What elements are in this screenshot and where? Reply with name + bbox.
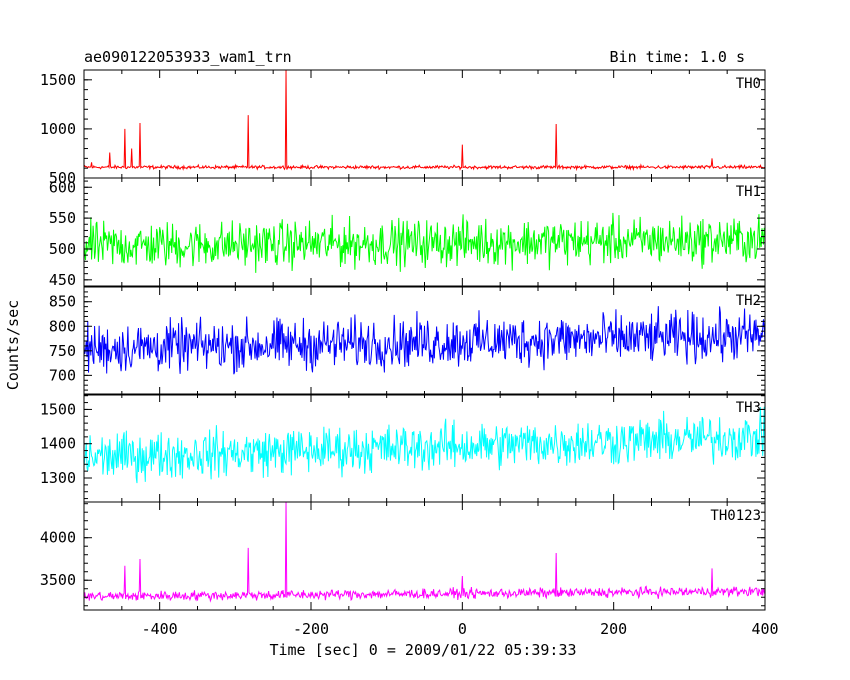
x-tick-label: 400 [751,620,778,638]
x-tick-label: 0 [458,620,467,638]
x-tick-label: -200 [293,620,329,638]
panels-group: 500 1000 1500 TH0 450 500 550 600 TH1 700 750 800 85… [40,69,779,638]
panel-label-th3: TH3 [736,400,761,416]
y-tick-label: 800 [49,317,76,335]
y-tick-label: 1300 [40,469,76,487]
plot-header-right: Bin time: 1.0 s [610,48,745,66]
x-tick-label: 200 [600,620,627,638]
y-tick-label: 550 [49,209,76,227]
series-line-th0123 [84,502,765,603]
panel-frame-th0 [83,69,766,179]
panel-label-th0: TH0 [736,76,761,92]
series-line-th3 [84,406,765,484]
y-tick-label: 1000 [40,120,76,138]
panel-label-th2: TH2 [736,293,761,309]
y-tick-label: 700 [49,366,76,384]
x-axis-label: Time [sec] 0 = 2009/01/22 05:39:33 [269,641,576,659]
y-tick-label: 4000 [40,529,76,547]
plot-header-left: ae090122053933_wam1_trn [84,48,292,66]
y-tick-label: 3500 [40,571,76,589]
y-tick-label: 1400 [40,435,76,453]
panel-label-th1: TH1 [736,184,761,200]
y-tick-label: 850 [49,293,76,311]
y-tick-label: 600 [49,178,76,196]
y-tick-label: 1500 [40,400,76,418]
series-line-th1 [84,212,765,273]
y-tick-label: 1500 [40,71,76,89]
y-tick-label: 500 [49,169,76,187]
x-tick-label: -400 [142,620,178,638]
y-axis-label: Counts/sec [4,300,22,390]
panel-label-th0123: TH0123 [710,508,761,524]
series-line-th0 [84,70,765,172]
y-tick-label: 750 [49,342,76,360]
y-tick-label: 450 [49,271,76,289]
y-tick-label: 500 [49,240,76,258]
series-line-th2 [84,306,765,375]
